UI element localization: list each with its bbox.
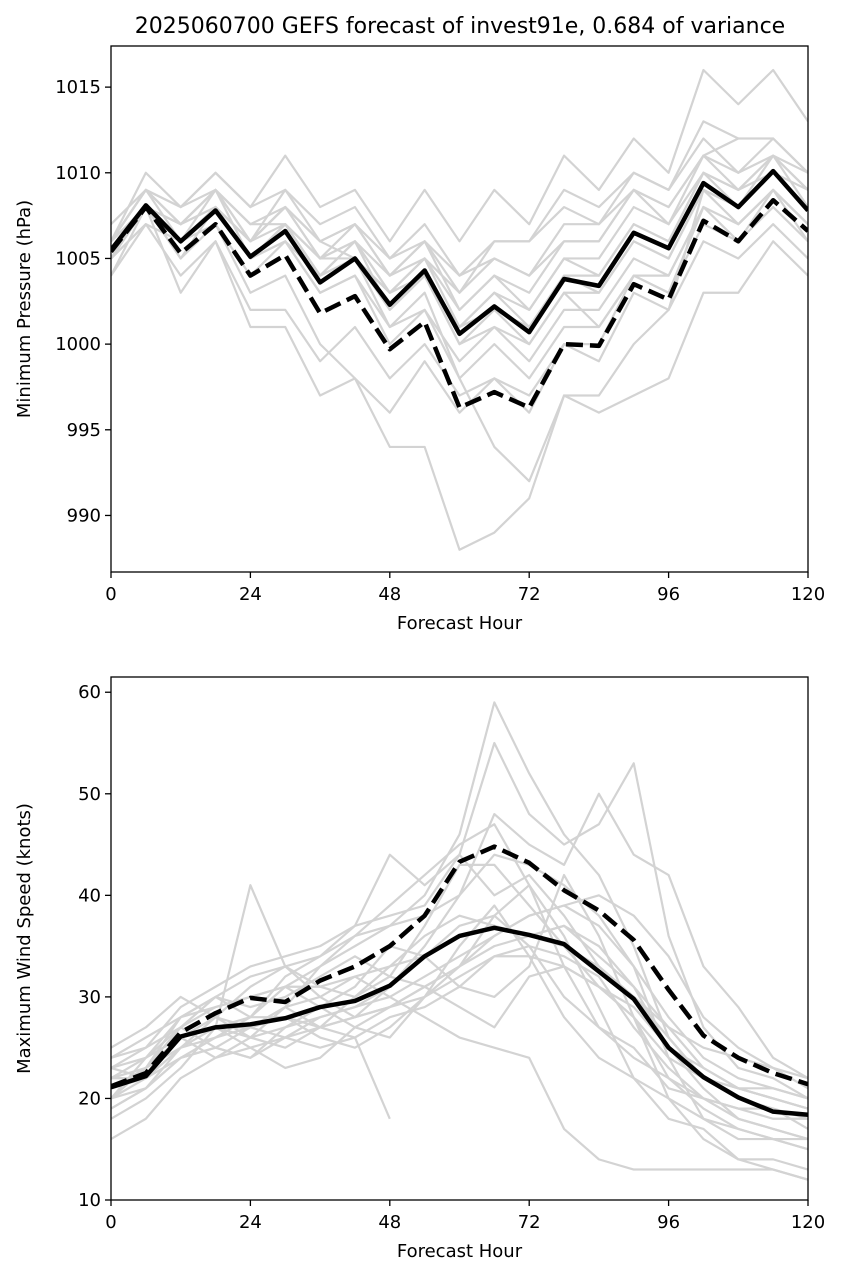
x-tick-label: 72 bbox=[518, 1212, 541, 1233]
y-tick-label: 1000 bbox=[55, 334, 101, 355]
member-line-6 bbox=[111, 188, 808, 414]
x-tick-label: 0 bbox=[105, 1212, 116, 1233]
x-tick-label: 0 bbox=[105, 584, 116, 605]
member-line-2 bbox=[111, 741, 808, 1100]
mean-solid-line bbox=[111, 168, 808, 337]
x-tick-label: 120 bbox=[791, 1212, 825, 1233]
chart-title: 2025060700 GEFS forecast of invest91e, 0… bbox=[135, 14, 785, 39]
y-tick-label: 60 bbox=[78, 682, 101, 703]
y-tick-label: 990 bbox=[67, 505, 101, 526]
member-line-17 bbox=[111, 853, 808, 1100]
member-line-13 bbox=[111, 171, 808, 277]
x-tick-label: 72 bbox=[518, 584, 541, 605]
x-axis-label: Forecast Hour bbox=[397, 613, 523, 634]
member-line-21 bbox=[111, 924, 808, 1080]
member-line-16 bbox=[111, 223, 808, 397]
x-tick-label: 48 bbox=[378, 584, 401, 605]
member-line-20 bbox=[111, 955, 808, 1110]
pressure-panel: 0 24 48 72 96 120 990 995 1000 1005 1010 1015 Foreca… bbox=[14, 45, 825, 634]
mean-dashed-line bbox=[111, 197, 808, 410]
plot-area bbox=[111, 701, 808, 1181]
y-tick-label: 10 bbox=[78, 1190, 101, 1211]
x-tick-label: 24 bbox=[239, 584, 262, 605]
mean-dashed-line bbox=[111, 844, 808, 1089]
y-axis-label: Minimum Pressure (hPa) bbox=[14, 200, 35, 418]
y-tick-label: 1010 bbox=[55, 163, 101, 184]
x-axis-label: Forecast Hour bbox=[397, 1241, 523, 1262]
x-tick-label: 120 bbox=[791, 584, 825, 605]
y-tick-label: 20 bbox=[78, 1088, 101, 1109]
member-line-17 bbox=[111, 171, 808, 329]
y-tick-label: 40 bbox=[78, 885, 101, 906]
member-line-9 bbox=[111, 171, 808, 346]
member-line-18 bbox=[111, 1016, 391, 1120]
member-line-5 bbox=[111, 873, 808, 1171]
y-tick-label: 30 bbox=[78, 987, 101, 1008]
y-tick-label: 50 bbox=[78, 784, 101, 805]
member-line-10 bbox=[111, 955, 808, 1100]
member-line-12 bbox=[111, 823, 808, 1141]
axes-frame bbox=[110, 676, 809, 1201]
member-line-16 bbox=[111, 914, 808, 1120]
y-tick-label: 1005 bbox=[55, 248, 101, 269]
y-axis-label: Maximum Wind Speed (knots) bbox=[14, 803, 35, 1074]
mean-solid-line bbox=[111, 925, 808, 1117]
y-tick-label: 995 bbox=[67, 420, 101, 441]
x-tick-label: 96 bbox=[657, 1212, 680, 1233]
member-line-14 bbox=[111, 863, 808, 1141]
x-tick-label: 24 bbox=[239, 1212, 262, 1233]
wind-panel: 0 24 48 72 96 120 10 20 30 40 50 60 Forecast Hour Max… bbox=[14, 676, 825, 1262]
member-line-13 bbox=[111, 975, 808, 1181]
member-line-2 bbox=[111, 171, 808, 329]
y-tick-label: 1015 bbox=[55, 77, 101, 98]
x-tick-label: 48 bbox=[378, 1212, 401, 1233]
member-line-15 bbox=[111, 154, 808, 294]
plot-area bbox=[111, 68, 808, 551]
member-line-4 bbox=[111, 154, 808, 551]
member-line-19 bbox=[111, 894, 808, 1090]
x-tick-label: 96 bbox=[657, 584, 680, 605]
member-line-1 bbox=[111, 154, 808, 311]
axes-frame bbox=[110, 45, 809, 573]
